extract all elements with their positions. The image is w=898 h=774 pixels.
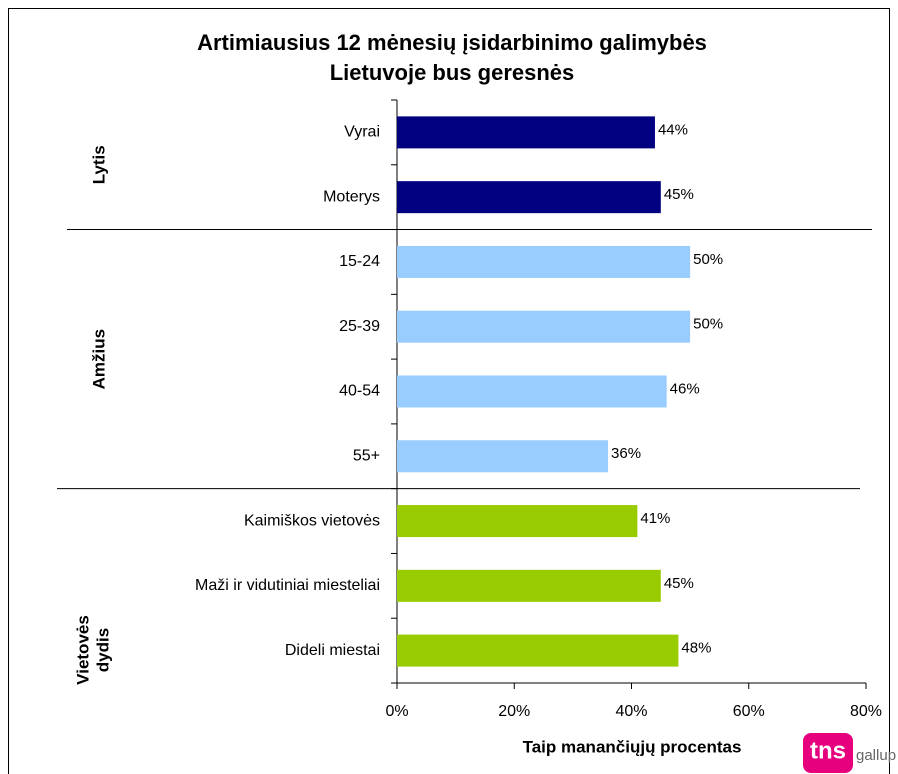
value-label: 45% [664, 186, 694, 203]
chart-title: Artimiausius 12 mėnesių įsidarbinimo gal… [197, 30, 707, 55]
y-tick-label: 15-24 [339, 253, 380, 270]
bar [397, 505, 638, 538]
bar [397, 375, 667, 408]
bar [397, 310, 691, 343]
x-tick-label: 80% [850, 703, 882, 720]
bar [397, 116, 655, 149]
x-tick-label: 0% [385, 703, 408, 720]
x-tick-label: 40% [615, 703, 647, 720]
value-label: 44% [658, 121, 688, 138]
x-tick-label: 60% [733, 703, 765, 720]
chart-title: Lietuvoje bus geresnės [330, 60, 575, 85]
y-tick-label: Maži ir vidutiniai miesteliai [195, 577, 380, 594]
value-label: 41% [640, 510, 670, 527]
bar [397, 181, 661, 214]
x-axis-label: Taip manančiųjų procentas [523, 737, 742, 756]
bar [397, 634, 679, 667]
y-tick-label: Kaimiškos vietovės [244, 512, 380, 529]
logo-box [803, 733, 853, 773]
group-label: Amžius [89, 329, 108, 389]
group-label: Vietovės [73, 615, 92, 685]
y-tick-label: Moterys [323, 188, 380, 205]
logo-sub: gallup [856, 747, 896, 764]
bar [397, 440, 609, 473]
logo-main: tns [810, 737, 846, 764]
group-label: dydis [93, 628, 112, 672]
bar [397, 245, 691, 278]
y-tick-label: 40-54 [339, 383, 380, 400]
value-label: 45% [664, 575, 694, 592]
value-label: 50% [693, 251, 723, 268]
value-label: 46% [670, 380, 700, 397]
value-label: 48% [681, 640, 711, 657]
value-label: 50% [693, 316, 723, 333]
y-tick-label: Vyrai [344, 124, 380, 141]
y-tick-label: 55+ [353, 447, 380, 464]
x-tick-label: 20% [498, 703, 530, 720]
y-tick-label: Dideli miestai [285, 642, 380, 659]
y-tick-label: 25-39 [339, 318, 380, 335]
value-label: 36% [611, 445, 641, 462]
group-label: Lytis [89, 145, 108, 184]
bar [397, 569, 661, 602]
